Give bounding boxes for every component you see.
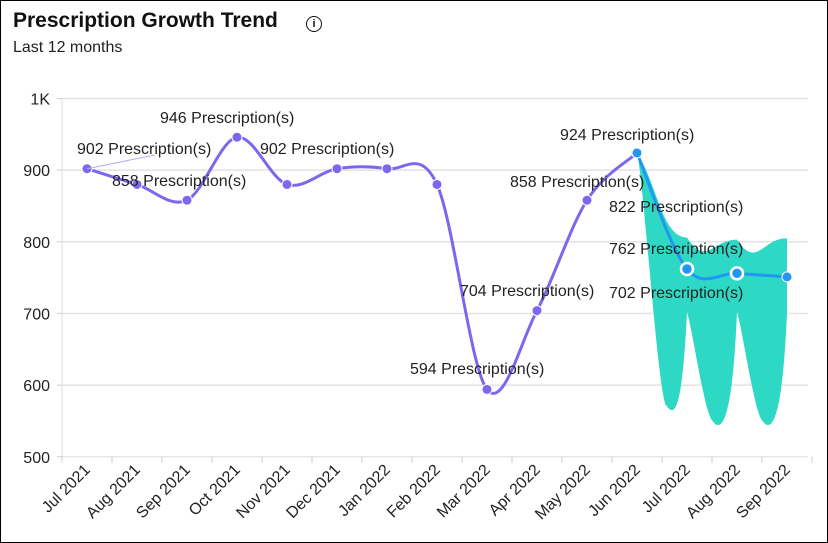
data-point <box>131 178 143 190</box>
data-point <box>231 131 243 143</box>
y-tick-label: 900 <box>23 163 50 180</box>
label-connector <box>86 154 156 170</box>
data-label: 858 Prescription(s) <box>112 173 246 190</box>
data-label: 858 Prescription(s) <box>510 174 644 191</box>
data-label: 762 Prescription(s) <box>609 241 743 258</box>
data-label: 704 Prescription(s) <box>460 283 594 300</box>
x-tick-label: May 2022 <box>532 461 594 523</box>
confidence-band <box>637 152 787 426</box>
data-label: 702 Prescription(s) <box>609 285 743 302</box>
data-point <box>481 383 493 395</box>
x-tick-label: Nov 2021 <box>233 461 294 522</box>
info-icon[interactable]: i <box>306 16 322 32</box>
chart-title: Prescription Growth Trend <box>13 9 278 32</box>
data-point <box>631 147 643 159</box>
x-tick-label: Feb 2022 <box>384 461 444 521</box>
data-label: 902 Prescription(s) <box>260 141 394 158</box>
data-label: 594 Prescription(s) <box>410 361 544 378</box>
y-tick-label: 1K <box>30 92 50 109</box>
y-tick-label: 500 <box>23 450 50 467</box>
data-point <box>281 178 293 190</box>
x-tick-label: Sep 2022 <box>733 461 794 522</box>
data-point <box>581 194 593 206</box>
data-point <box>181 194 193 206</box>
x-tick-label: Aug 2022 <box>683 461 744 522</box>
x-tick-label: Jun 2022 <box>585 461 644 520</box>
data-point <box>679 261 695 277</box>
data-label: 822 Prescription(s) <box>609 199 743 216</box>
data-label: 924 Prescription(s) <box>560 127 694 144</box>
x-tick-label: Sep 2021 <box>133 461 194 522</box>
chart-subtitle: Last 12 months <box>13 39 123 56</box>
x-tick-label: Mar 2022 <box>434 461 494 521</box>
y-tick-label: 800 <box>23 235 50 252</box>
data-label: 946 Prescription(s) <box>160 110 294 127</box>
data-point <box>781 271 793 283</box>
data-point <box>431 178 443 190</box>
data-point <box>331 163 343 175</box>
y-tick-label: 700 <box>23 306 50 323</box>
data-point <box>531 305 543 317</box>
x-tick-label: Aug 2021 <box>83 461 144 522</box>
data-label: 902 Prescription(s) <box>77 141 211 158</box>
y-tick-label: 600 <box>23 378 50 395</box>
data-point <box>381 163 393 175</box>
data-point <box>729 266 745 281</box>
series-line <box>635 152 788 281</box>
x-tick-label: Dec 2021 <box>283 461 344 522</box>
